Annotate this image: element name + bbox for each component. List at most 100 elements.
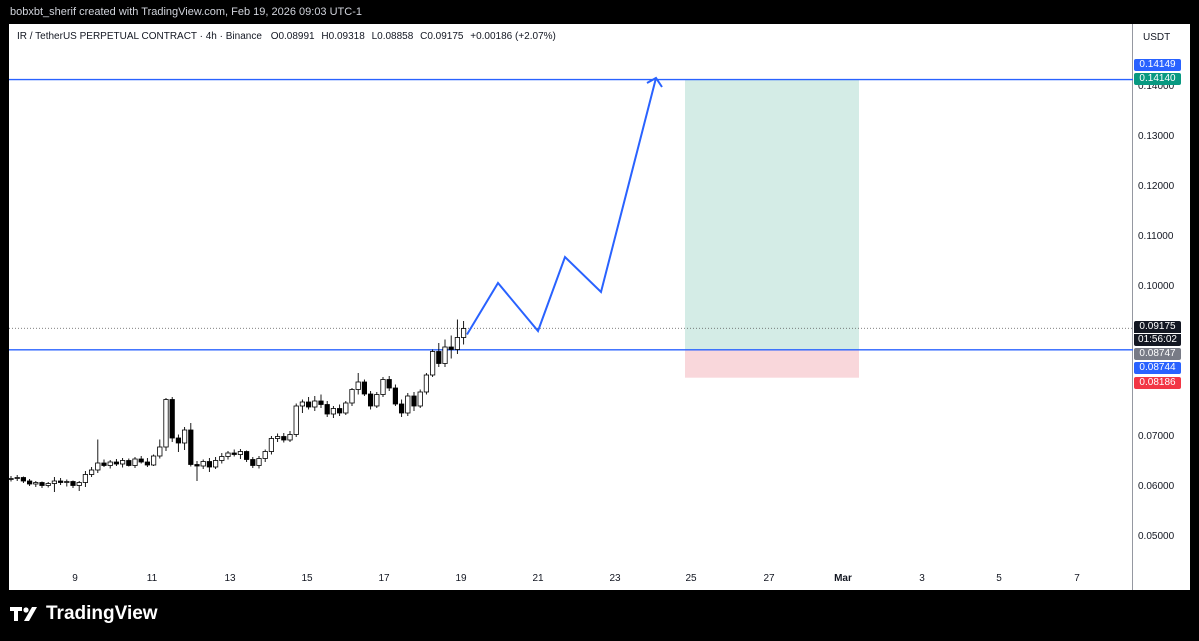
- countdown-tag: 01:56:02: [1134, 334, 1181, 346]
- candle-body: [392, 387, 399, 405]
- candle-body: [460, 328, 467, 338]
- target-price-tag: 0.14140: [1134, 73, 1181, 85]
- credit-text: bobxbt_sherif created with TradingView.c…: [10, 6, 362, 18]
- low-label: L: [371, 31, 378, 42]
- y-tick-label: 0.05000: [1138, 531, 1175, 542]
- candle-body: [107, 461, 113, 466]
- candle-body: [411, 395, 417, 407]
- low-value: 0.08858: [377, 31, 414, 42]
- candle-body: [299, 401, 306, 407]
- candle-body: [163, 399, 169, 448]
- candle-body: [26, 480, 33, 485]
- candle-body: [417, 391, 423, 407]
- candle-body: [64, 481, 70, 483]
- candle-body: [150, 455, 157, 466]
- candle-body: [405, 395, 411, 414]
- y-tick-label: 0.13000: [1138, 131, 1175, 142]
- target-zone: [685, 80, 859, 350]
- candle-body: [157, 446, 163, 457]
- stop-price-tag: 0.08186: [1134, 377, 1181, 389]
- candle-body: [39, 482, 45, 486]
- x-tick-label: 13: [224, 573, 236, 584]
- candle-body: [423, 374, 430, 393]
- candle-body: [144, 461, 150, 466]
- candle-body: [398, 403, 405, 414]
- close-label: C: [420, 31, 428, 42]
- candle-body: [175, 437, 181, 444]
- brand-name: TradingView: [46, 603, 158, 624]
- currency-label[interactable]: USDT: [1143, 32, 1171, 43]
- candle-body: [454, 337, 461, 350]
- candle-body: [138, 458, 144, 463]
- x-tick-label: 23: [609, 573, 621, 584]
- symbol-header: IR / TetherUS PERPETUAL CONTRACT · 4h · …: [17, 31, 556, 42]
- price-axis[interactable]: [1133, 24, 1190, 590]
- high-label: H: [321, 31, 329, 42]
- close-value: 0.09175: [427, 31, 464, 42]
- candle-body: [126, 460, 132, 466]
- candle-body: [101, 462, 107, 466]
- candle-body: [355, 381, 361, 390]
- candle-body: [293, 405, 299, 435]
- candle-body: [58, 480, 64, 483]
- candle-body: [281, 436, 287, 441]
- candle-body: [268, 438, 275, 452]
- open-label: O: [270, 31, 279, 42]
- candle-body: [436, 351, 442, 364]
- candle-body: [380, 379, 386, 395]
- candle-body: [256, 458, 262, 466]
- candle-body: [312, 400, 318, 408]
- candle-body: [287, 434, 293, 441]
- candle-body: [132, 458, 138, 466]
- candle-body: [82, 474, 88, 483]
- tradingview-logo: TradingView: [10, 603, 158, 625]
- candle-body: [120, 460, 126, 465]
- candle-body: [367, 393, 374, 407]
- x-tick-label: 27: [763, 573, 775, 584]
- candle-body: [113, 461, 119, 465]
- entry-price-tag: 0.08747: [1134, 348, 1181, 360]
- projection-path: [466, 77, 657, 336]
- line-price-tag-2: 0.08744: [1134, 362, 1181, 374]
- candle-body: [194, 464, 200, 467]
- candle-body: [262, 451, 268, 459]
- candle-body: [212, 460, 219, 468]
- candle-body: [361, 381, 368, 395]
- candle-body: [448, 346, 454, 350]
- y-tick-label: 0.11000: [1138, 231, 1174, 242]
- candle-body: [51, 480, 58, 484]
- x-tick-label: 19: [455, 573, 467, 584]
- candle-body: [429, 351, 436, 376]
- candle-body: [349, 389, 355, 404]
- candle-body: [225, 452, 231, 457]
- chart-pane[interactable]: [9, 24, 1133, 590]
- candle-body: [200, 461, 206, 467]
- x-tick-label: Mar: [834, 573, 852, 584]
- y-tick-label: 0.10000: [1138, 281, 1175, 292]
- line-price-tag: 0.14149: [1134, 59, 1181, 71]
- candle-body: [70, 481, 76, 486]
- change-value: +0.00186 (+2.07%): [470, 31, 556, 42]
- candle-body: [76, 482, 82, 486]
- candle-body: [206, 461, 212, 468]
- candle-body: [250, 459, 256, 466]
- x-tick-label: 21: [532, 573, 544, 584]
- candle-body: [442, 346, 448, 364]
- candle-body: [330, 408, 337, 415]
- candle-body: [318, 400, 324, 405]
- candle-body: [374, 394, 380, 407]
- high-value: 0.09318: [328, 31, 365, 42]
- y-tick-label: 0.06000: [1138, 481, 1175, 492]
- x-tick-label: 15: [301, 573, 313, 584]
- candle-body: [89, 469, 95, 475]
- candle-body: [336, 408, 343, 414]
- x-tick-label: 3: [919, 573, 925, 584]
- candle-body: [231, 452, 237, 455]
- candle-body: [95, 462, 101, 471]
- candle-body: [14, 477, 20, 479]
- top-bar: bobxbt_sherif created with TradingView.c…: [0, 0, 1199, 24]
- symbol-title: IR / TetherUS PERPETUAL CONTRACT · 4h · …: [17, 31, 262, 42]
- x-tick-label: 17: [378, 573, 390, 584]
- y-tick-label: 0.14000: [1138, 81, 1175, 92]
- x-tick-label: 7: [1074, 573, 1080, 584]
